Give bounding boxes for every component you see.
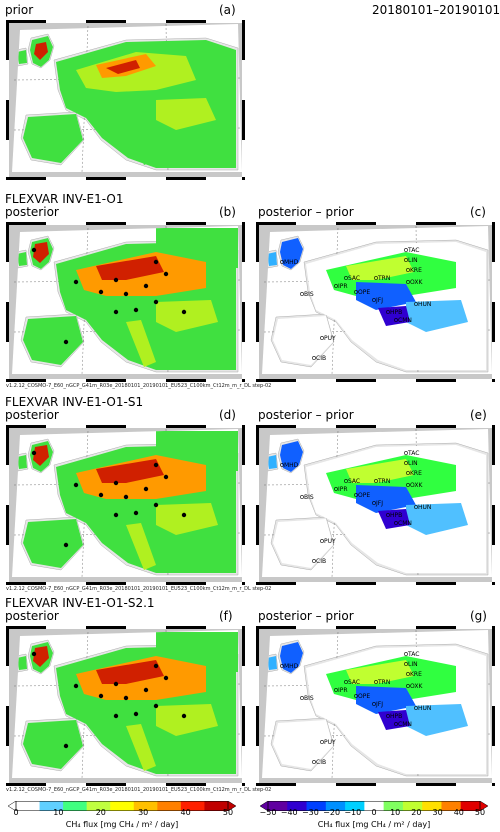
colorbar-outline — [15, 801, 229, 811]
colorbar-segment — [287, 801, 308, 811]
map-panel-d — [6, 425, 245, 585]
colorbar-right-unit: CH₄ flux [mg CH₄ / m² / day] — [317, 820, 431, 829]
colorbar-left-unit: CH₄ flux [mg CH₄ / m² / day] — [65, 820, 179, 829]
colorbar-segment — [63, 801, 88, 811]
colorbar-segment — [157, 801, 182, 811]
date-range: 20180101–20190101 — [372, 3, 500, 17]
colorbar-tick-label: −20 — [323, 808, 341, 817]
colorbar-segment — [383, 801, 404, 811]
colorbar-segment — [306, 801, 327, 811]
colorbar-tick-label: 10 — [53, 808, 64, 817]
colorbar-segment — [86, 801, 111, 811]
map-panel-c — [256, 222, 495, 382]
panel-b-footer: v1.2.12_COSMO-7_E60_nGCP_G41m_R03e_20180… — [6, 383, 272, 389]
panel-f-title-line1: FLEXVAR INV-E1-O1-S2.1 — [5, 596, 155, 610]
panel-f-title-line2: posterior — [5, 609, 59, 623]
colorbar-tick-label: −50 — [259, 808, 277, 817]
panel-e-letter: (e) — [470, 408, 487, 422]
panel-g-letter: (g) — [470, 609, 487, 623]
colorbar-segment — [180, 801, 205, 811]
map-panel-f — [6, 626, 245, 786]
map-panel-e — [256, 425, 495, 585]
map-panel-g — [256, 626, 495, 786]
colorbar-segment — [441, 801, 462, 811]
panel-a-letter: (a) — [219, 3, 236, 17]
panel-a-title: prior — [5, 3, 34, 17]
colorbar-tick-label: 40 — [180, 808, 191, 817]
colorbar-segment — [16, 801, 41, 811]
colorbar-outline — [267, 801, 481, 811]
panel-c-title: posterior – prior — [258, 205, 354, 219]
colorbar-tick-label: 50 — [222, 808, 234, 817]
panel-g-title: posterior – prior — [258, 609, 354, 623]
panel-b-letter: (b) — [219, 205, 236, 219]
map-panel-b — [6, 222, 245, 382]
colorbar-tick-label: 30 — [432, 808, 443, 817]
colorbar-tick-label: 50 — [474, 808, 486, 817]
colorbar-right — [259, 796, 489, 812]
colorbar-segment — [422, 801, 442, 811]
colorbar-segment — [39, 801, 64, 811]
colorbar-segment — [364, 801, 385, 811]
colorbar-tick-label: −40 — [280, 808, 298, 817]
colorbar-segment — [204, 801, 229, 811]
colorbar-segment — [402, 801, 423, 811]
panel-d-title-line1: FLEXVAR INV-E1-O1-S1 — [5, 395, 144, 409]
colorbar-segment — [460, 801, 481, 811]
panel-d-title-line2: posterior — [5, 408, 59, 422]
colorbar-tick-label: 0 — [371, 808, 377, 817]
colorbar-segment — [268, 801, 288, 811]
colorbar-tick-label: 30 — [138, 808, 149, 817]
panel-d-letter: (d) — [219, 408, 236, 422]
panel-b-title-line2: posterior — [5, 205, 59, 219]
panel-f-footer: v1.2.12_COSMO-7_E60_nGCP_G41m_R03e_20180… — [6, 787, 272, 793]
colorbar-tick-label: 20 — [411, 808, 422, 817]
colorbar-segment — [110, 801, 135, 811]
colorbar-left — [7, 796, 237, 812]
colorbar-segment — [325, 801, 346, 811]
colorbar-tick-label: −30 — [301, 808, 319, 817]
panel-e-title: posterior – prior — [258, 408, 354, 422]
panel-d-footer: v1.2.12_COSMO-7_E60_nGCP_G41m_R03e_20180… — [6, 586, 272, 592]
colorbar-tick-label: 10 — [390, 808, 401, 817]
colorbar-tick-label: −10 — [344, 808, 362, 817]
colorbar-segment — [345, 801, 365, 811]
colorbar-segment — [133, 801, 158, 811]
colorbar-tick-label: 0 — [13, 808, 19, 817]
colorbar-tick-label: 40 — [453, 808, 464, 817]
colorbar-tick-label: 20 — [95, 808, 106, 817]
panel-f-letter: (f) — [219, 609, 233, 623]
panel-b-title-line1: FLEXVAR INV-E1-O1 — [5, 192, 124, 206]
panel-c-letter: (c) — [470, 205, 486, 219]
map-panel-a — [6, 20, 245, 180]
